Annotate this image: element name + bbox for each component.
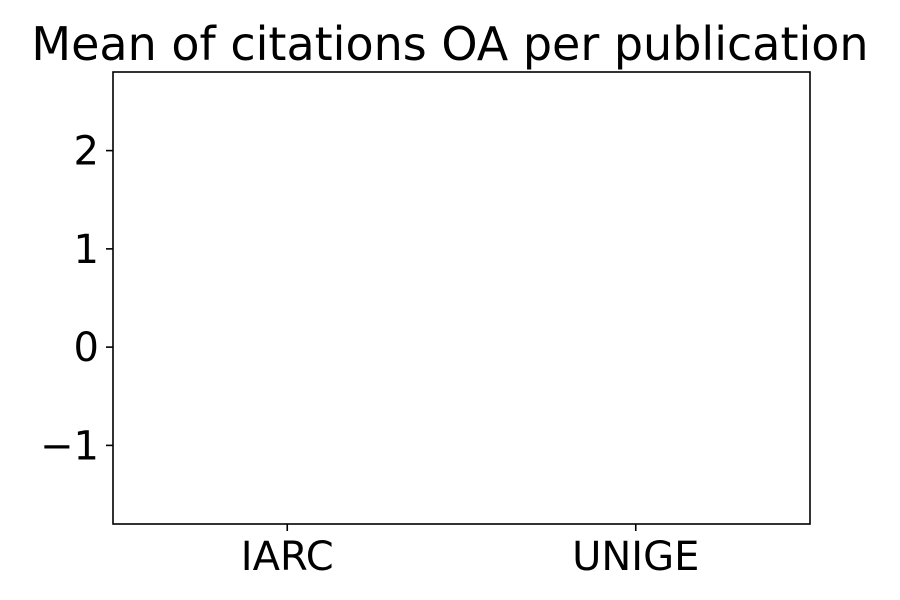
y-tick-label: 2	[74, 129, 99, 175]
y-tick-label: −1	[40, 423, 99, 469]
plot-frame	[112, 71, 811, 525]
x-tick-label: IARC	[241, 534, 334, 580]
y-tick-label: 0	[74, 325, 99, 371]
x-tick-label: UNIGE	[572, 534, 699, 580]
chart-title: Mean of citations OA per publication	[31, 17, 868, 71]
y-tick-label: 1	[74, 227, 99, 273]
axes-layer: −1 0 1 2 IARC UNIGE	[40, 71, 811, 580]
